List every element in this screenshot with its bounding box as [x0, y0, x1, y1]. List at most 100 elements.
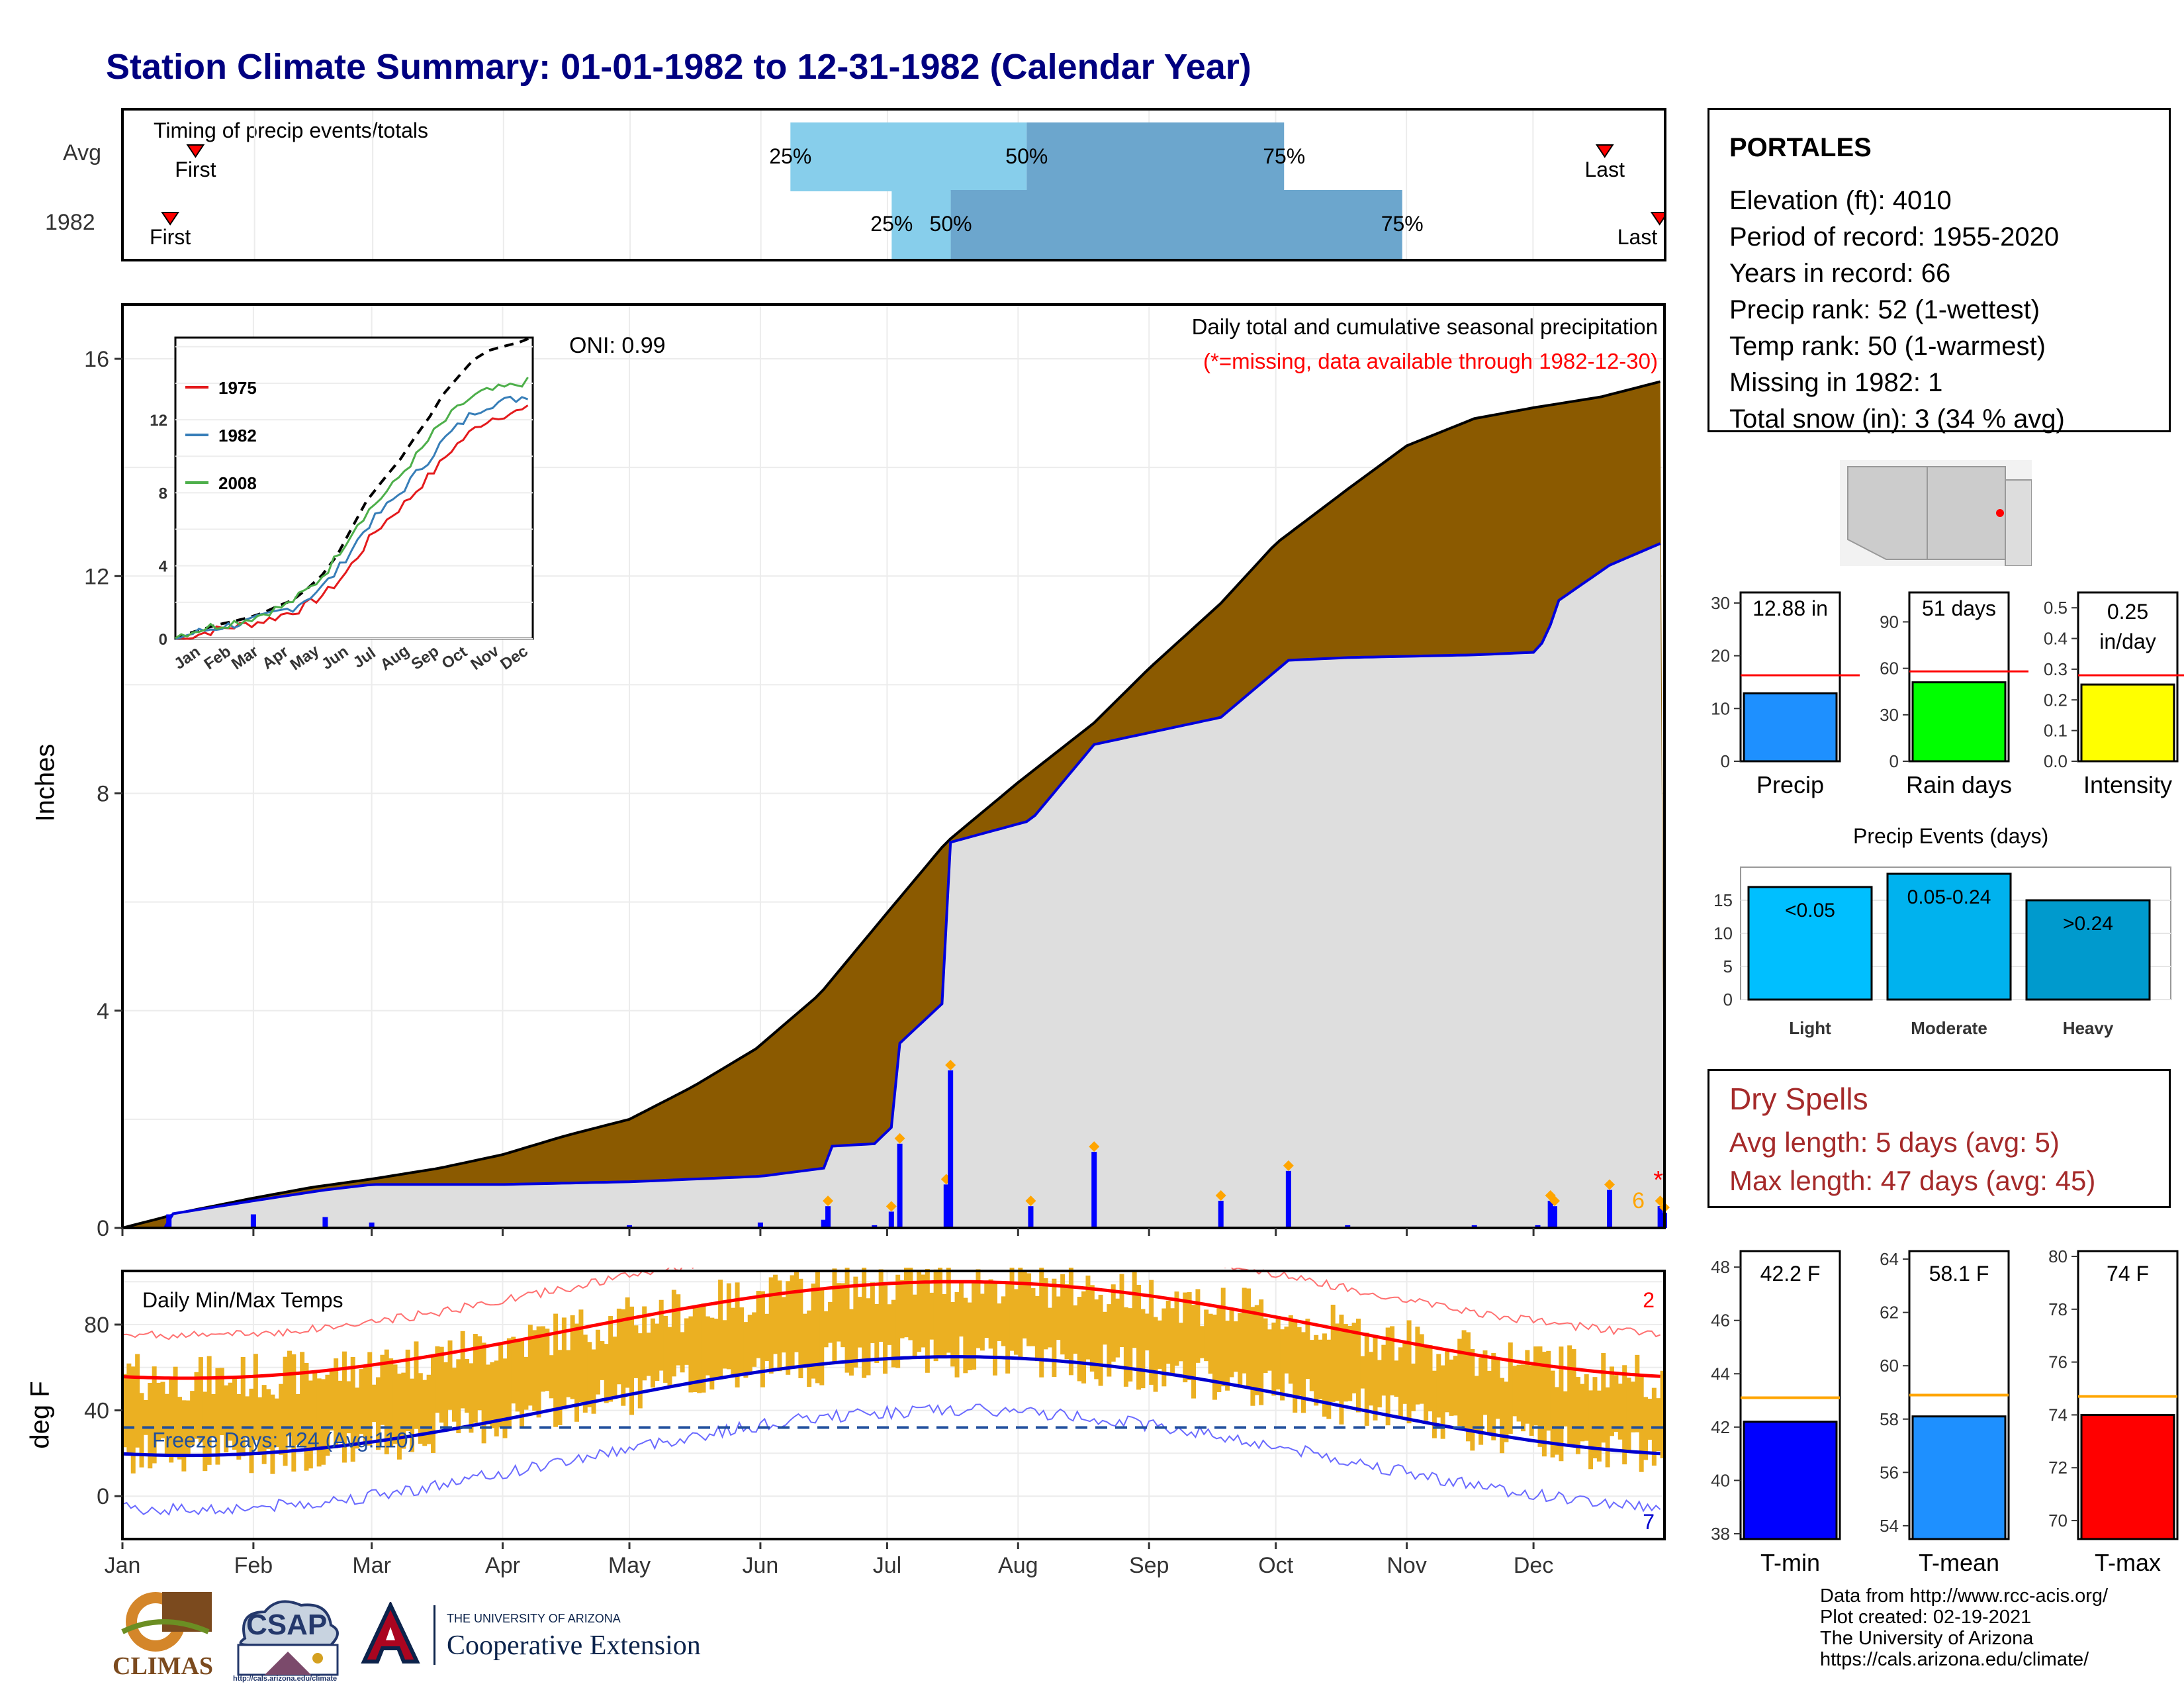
daily-temp-bar	[1284, 1326, 1289, 1374]
ua-big-text: Cooperative Extension	[447, 1630, 701, 1661]
daily-temp-bar	[439, 1346, 444, 1423]
daily-temp-bar	[1271, 1322, 1277, 1396]
daily-temp-bar	[1208, 1313, 1213, 1374]
daily-temp-bar	[1410, 1363, 1416, 1411]
event-count: 6	[1632, 1188, 1645, 1213]
station-marker	[1996, 509, 2004, 517]
state-texas-edge	[2005, 479, 2032, 566]
daily-temp-bar	[1259, 1299, 1264, 1405]
daily-temp-bar	[1529, 1365, 1534, 1436]
inset-frame	[174, 336, 534, 640]
daily-temp-bar	[527, 1325, 533, 1406]
inset-average-line	[175, 336, 533, 640]
daily-temp-bar	[1656, 1398, 1661, 1451]
mini-value-bar	[1911, 681, 2007, 763]
daily-temp-bar	[1617, 1383, 1623, 1440]
last-event-marker	[1650, 212, 1664, 226]
daily-temp-bar	[1479, 1357, 1484, 1445]
daily-temp-bar	[1064, 1284, 1069, 1360]
quartile-label-75: 75%	[1263, 144, 1305, 168]
daily-temp-bar	[431, 1356, 435, 1453]
temp-y-tick-label: 54	[1880, 1516, 1899, 1536]
x-tick-label: Jul	[873, 1553, 901, 1578]
inset-y-tick-label: 8	[159, 485, 167, 502]
csap-wordmark: CSAP	[246, 1609, 328, 1641]
daily-temp-bar	[912, 1294, 917, 1358]
temp-bar-charts: 38 40 42 44 46 48 42.2 F T-min 54 56 58 60 62 64 58.1 …	[1711, 1246, 2179, 1576]
temp-y-tick-label: 76	[2048, 1352, 2068, 1372]
daily-temp-bar	[1559, 1346, 1564, 1462]
events-y-tick-label: 0	[1723, 990, 1733, 1009]
daily-precip-bar	[1535, 1225, 1541, 1228]
temp-y-tick-label: 62	[1880, 1303, 1899, 1323]
daily-temp-bar	[1314, 1335, 1319, 1406]
year-cumulative-area	[122, 543, 1664, 1228]
daily-temp-bar	[1136, 1284, 1142, 1390]
daily-temp-bar	[376, 1377, 381, 1450]
daily-temp-bar	[304, 1362, 309, 1471]
daily-temp-bar	[883, 1285, 888, 1374]
daily-temp-bar	[781, 1297, 786, 1353]
temp-chart-label: T-mean	[1919, 1549, 1999, 1576]
daily-temp-bar	[236, 1394, 242, 1460]
heavy-event-marker	[1283, 1160, 1294, 1171]
daily-temp-bar	[1419, 1334, 1424, 1404]
timing-chart: 25% 50% 75% First Last 25% 50% 75% First Last	[124, 111, 1664, 259]
daily-temp-bar	[637, 1333, 643, 1409]
x-tick-label: Apr	[485, 1553, 520, 1578]
daily-temp-bar	[1364, 1333, 1369, 1426]
inset-y-tick-label: 4	[159, 558, 168, 576]
quartile-box-lower	[891, 190, 951, 259]
daily-temp-bar	[794, 1271, 799, 1352]
daily-temp-bar	[1504, 1382, 1509, 1442]
daily-temp-bar	[1630, 1382, 1635, 1432]
daily-temp-bar	[1520, 1364, 1525, 1432]
daily-temp-bar	[384, 1349, 389, 1454]
daily-temp-bar	[587, 1342, 592, 1407]
daily-temp-bar	[1465, 1332, 1471, 1442]
inset-series-line	[175, 377, 529, 639]
daily-temp-bar	[1263, 1318, 1268, 1374]
daily-temp-bar	[1039, 1268, 1044, 1378]
daily-temp-bar	[1073, 1305, 1078, 1354]
temp-y-tick-label: 42	[1711, 1417, 1730, 1437]
daily-temp-bar	[160, 1382, 165, 1438]
daily-temp-bar	[1436, 1354, 1441, 1418]
daily-temp-bar	[228, 1382, 233, 1441]
month-axis: Jan Feb Mar Apr May Jun Jul Aug Sep Oct Nov Dec	[105, 1542, 1553, 1578]
daily-precip-bar	[872, 1225, 878, 1228]
daily-temp-bar	[731, 1307, 736, 1376]
daily-temp-bar	[1486, 1370, 1492, 1434]
daily-temp-bar	[676, 1294, 681, 1366]
heavy-event-marker	[1215, 1190, 1226, 1201]
daily-temp-bar	[1461, 1330, 1467, 1430]
daily-temp-bar	[1183, 1292, 1188, 1383]
daily-temp-bar	[887, 1304, 892, 1345]
daily-temp-bar	[334, 1358, 339, 1448]
daily-temp-bar	[1238, 1313, 1243, 1388]
temp-value-bar	[1911, 1415, 2007, 1540]
dry-spells-title: Dry Spells	[1729, 1082, 1868, 1116]
daily-temp-bar	[1174, 1291, 1179, 1366]
heavy-event-marker	[945, 1060, 956, 1071]
daily-temp-bar	[1301, 1332, 1306, 1413]
daily-temp-bar	[346, 1381, 351, 1434]
daily-temp-bar	[1102, 1311, 1107, 1345]
daily-temp-bar	[1555, 1387, 1560, 1455]
daily-temp-bar	[1347, 1325, 1353, 1401]
mini-y-tick-label: 90	[1880, 612, 1899, 632]
daily-temp-bar	[253, 1354, 258, 1440]
daily-temp-bar	[1060, 1274, 1066, 1355]
daily-temp-bar	[1144, 1313, 1150, 1350]
temp-y-tick-label: 70	[2048, 1511, 2068, 1530]
daily-temp-bar	[841, 1283, 846, 1348]
daily-temp-bar	[582, 1335, 588, 1413]
plot-frame	[121, 303, 1666, 1229]
daily-temp-bar	[494, 1360, 499, 1436]
daily-temp-bar	[1309, 1340, 1314, 1391]
temp-value-label: 58.1 F	[1929, 1262, 1989, 1286]
inset-y-tick-label: 12	[150, 412, 167, 430]
temps-chart: 0 40 80 Daily Min/Max Temps Freeze Days: 124…	[84, 1268, 1666, 1540]
daily-temp-bar	[933, 1269, 938, 1362]
mini-y-tick-label: 0.0	[2044, 751, 2068, 771]
